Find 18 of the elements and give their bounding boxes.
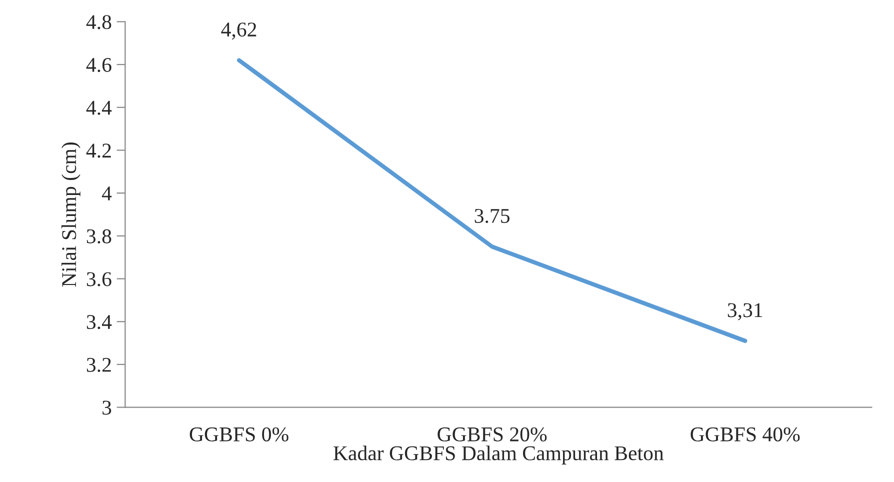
data-label: 4,62: [221, 22, 256, 40]
y-tick-label: 4.6: [86, 58, 112, 72]
x-tick-label: GGBFS 20%: [438, 427, 547, 442]
y-tick-label: 4.4: [86, 100, 112, 115]
y-tick-label: 4: [102, 186, 112, 200]
data-label: 3.75: [474, 208, 510, 224]
x-axis-title: Kadar GGBFS Dalam Campuran Beton: [334, 446, 664, 465]
y-tick-label: 3.2: [86, 358, 111, 372]
data-label: 3,31: [728, 303, 762, 320]
y-tick-label: 4.8: [86, 15, 112, 30]
y-tick-label: 3.4: [86, 315, 112, 330]
y-tick-label: 3: [102, 400, 112, 415]
x-tick-label: GGBFS 0%: [190, 427, 288, 442]
x-tick-label: GGBFS 40%: [690, 427, 800, 442]
y-tick-label: 3.8: [86, 229, 112, 244]
y-tick-label: 3.6: [86, 272, 112, 286]
y-tick-label: 4.2: [86, 144, 111, 158]
y-axis-title: Nilai Slump (cm): [61, 142, 80, 287]
